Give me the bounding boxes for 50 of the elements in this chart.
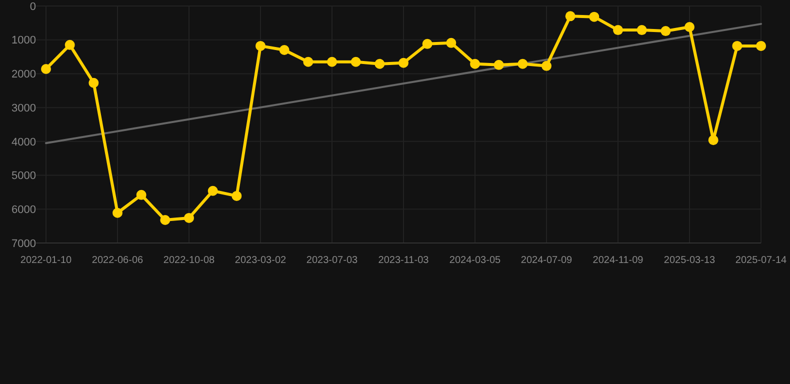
x-tick-label: 2024-07-09 [520, 255, 573, 266]
x-tick-label: 2022-01-10 [20, 255, 72, 266]
point [160, 214, 170, 225]
point [327, 56, 337, 67]
x-tick-label: 2025-07-14 [735, 255, 788, 266]
y-tick-label: 0 [30, 0, 36, 13]
point [41, 64, 51, 74]
point [732, 40, 742, 51]
y-tick-label: 7000 [12, 238, 36, 250]
x-tick-label: 2024-03-05 [449, 255, 502, 266]
point [374, 58, 385, 69]
point [756, 40, 766, 51]
y-tick-label: 1000 [12, 34, 36, 47]
point [112, 208, 122, 218]
y-tick-label: 5000 [12, 170, 36, 182]
point [350, 56, 361, 67]
point [64, 40, 75, 50]
x-tick-label: 2024-11-09 [592, 255, 644, 266]
y-tick-label: 2000 [12, 68, 36, 81]
x-tick-label: 2025-03-13 [664, 255, 716, 266]
point [565, 11, 576, 22]
point [256, 40, 266, 51]
point [494, 60, 504, 70]
y-tick-label: 4000 [12, 136, 36, 148]
x-tick-label: 2022-10-08 [163, 255, 216, 266]
point [279, 45, 290, 56]
point [232, 190, 242, 201]
point [303, 56, 314, 67]
point [636, 25, 647, 36]
point [589, 12, 600, 22]
point [446, 38, 456, 48]
point [708, 135, 718, 146]
y-tick-label: 3000 [12, 102, 36, 114]
point [542, 60, 552, 71]
point [684, 22, 694, 32]
point [398, 58, 408, 68]
point [470, 58, 480, 69]
x-tick-label: 2023-11-03 [378, 255, 430, 266]
x-tick-label: 2022-06-06 [92, 255, 144, 266]
point [208, 186, 218, 196]
point [88, 78, 99, 88]
y-tick-label: 6000 [12, 204, 36, 216]
point [518, 58, 528, 69]
point [660, 26, 671, 36]
point [613, 25, 623, 36]
x-tick-label: 2023-07-03 [306, 255, 358, 266]
point [422, 38, 432, 49]
point [136, 190, 146, 200]
point [184, 212, 194, 223]
x-tick-label: 2023-03-02 [234, 255, 287, 266]
